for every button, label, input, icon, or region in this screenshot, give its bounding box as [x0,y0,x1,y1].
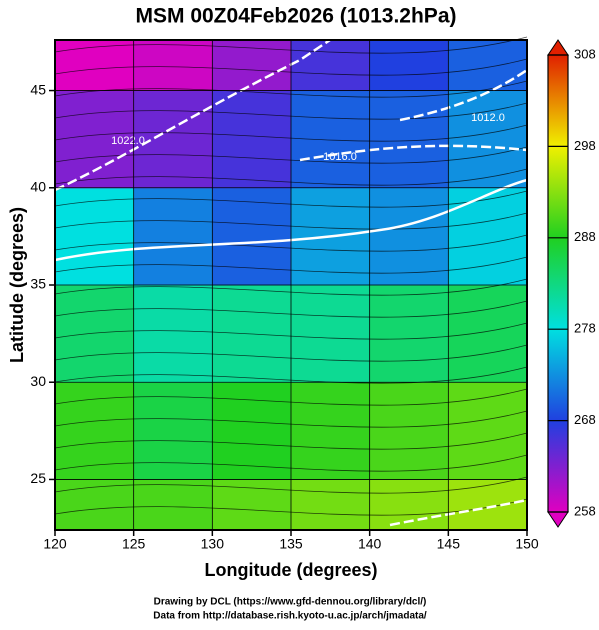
streamline [54,300,528,318]
streamline [54,102,528,120]
field [55,40,528,531]
field-cell [448,187,528,286]
field-cell [291,285,371,383]
x-tick-label: 120 [43,536,67,552]
x-tick-label: 135 [279,536,303,552]
y-axis-label: Latitude (degrees) [7,207,27,363]
streamline [54,366,528,384]
field-cell [55,40,135,92]
field-cell [212,40,292,92]
streamline [54,58,528,76]
field-cell [133,285,213,383]
field-cell [55,285,135,383]
field-cell [291,40,371,92]
colorbar-tick-label: 258 [574,503,596,518]
streamline [54,124,528,142]
isobar [399,68,528,122]
y-tick-label: 30 [30,373,46,389]
isobar [54,38,331,192]
field-cell [291,90,371,189]
contour-label: 1016.0 [323,151,357,163]
field-cell [291,479,371,531]
streamline [54,432,528,450]
chart-title: MSM 00Z04Feb2026 (1013.2hPa) [136,5,457,28]
field-cell [133,40,213,92]
field-cell [291,382,371,480]
streamline [54,256,528,274]
field-cell [369,479,449,531]
field-cell [448,40,528,92]
x-tick-label: 140 [358,536,382,552]
x-tick-label: 125 [122,536,146,552]
field-cell [369,285,449,383]
y-tick-label: 40 [30,178,46,194]
isobar [299,144,528,162]
colorbar-tick-label: 308 [574,46,596,61]
streamline [54,212,528,230]
streamline [54,410,528,428]
streamline [54,80,528,98]
x-axis-label: Longitude (degrees) [204,560,377,580]
overlay: 1022.0 1016.0 1012.0 120 125 130 135 140 145 150 2… [30,39,539,552]
field-cell [55,187,135,286]
field-cell [212,479,292,531]
streamline [54,322,528,340]
colorbar-extend [547,511,569,528]
decoration [54,36,528,527]
streamline [54,146,528,164]
field-cell [448,479,528,531]
field-cell [212,187,292,286]
isobar [54,178,528,262]
streamline [54,168,528,186]
streamline [54,454,528,472]
streamline [54,344,528,362]
streamline [54,36,528,54]
field-cell [133,90,213,189]
field-cell [448,382,528,480]
streamline [54,476,528,494]
isobar [389,498,528,527]
field-cell [448,90,528,189]
field-cell [212,382,292,480]
colorbar-tick-label: 298 [574,138,596,153]
y-tick-label: 35 [30,276,46,292]
field-cell [448,285,528,383]
field-cell [369,187,449,286]
colorbar-extend [547,39,569,56]
field-cell [55,479,135,531]
field-cell [369,382,449,480]
y-tick-label: 45 [30,81,46,97]
x-tick-label: 145 [437,536,461,552]
field-cell [133,187,213,286]
credit: Drawing by DCL (https://www.gfd-dennou.o… [154,597,427,608]
contour-label: 1012.0 [471,112,505,124]
x-tick-label: 130 [201,536,225,552]
plot-frame [54,39,528,531]
field-cell [133,479,213,531]
streamline [54,234,528,252]
streamline [54,278,528,296]
streamline [54,388,528,406]
colorbar-tick-label: 268 [574,412,596,427]
contour-label: 1022.0 [111,135,145,147]
field-cell [369,40,449,92]
streamline [54,190,528,208]
y-tick-label: 25 [30,470,46,486]
credit: Data from http://database.rish.kyoto-u.a… [153,611,427,622]
colorbar-tick-label: 278 [574,321,596,336]
colorbar [547,54,569,513]
colorbar-tick-label: 288 [574,229,596,244]
field-cell [212,90,292,189]
x-tick-label: 150 [515,536,539,552]
field-cell [55,90,135,189]
